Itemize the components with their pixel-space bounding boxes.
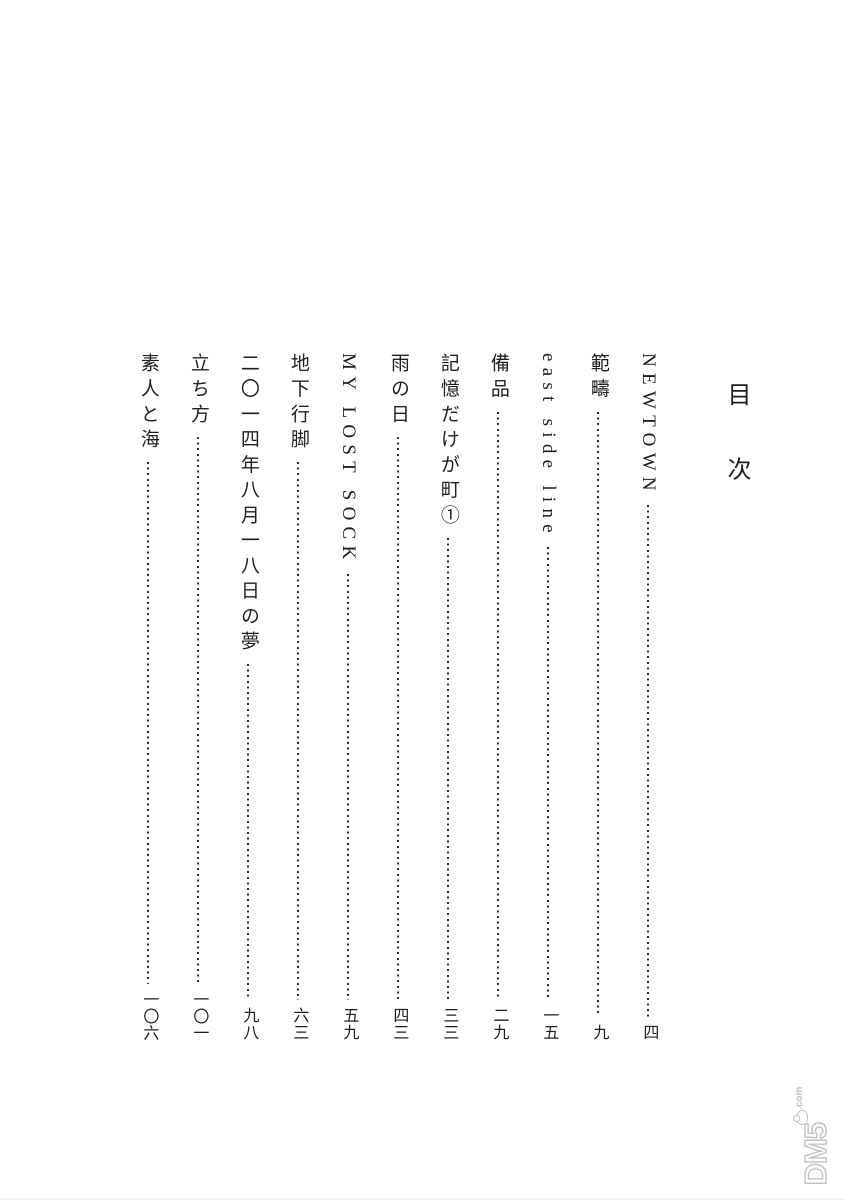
dot-leader bbox=[497, 411, 499, 1001]
dot-leader bbox=[247, 664, 249, 1001]
entry-title: 雨の日 bbox=[387, 353, 409, 429]
dot-leader bbox=[297, 462, 299, 1001]
entry-title: 立ち方 bbox=[187, 353, 209, 429]
toc-entry: 地下行脚 六三 bbox=[273, 353, 323, 1041]
entry-title: 備品 bbox=[487, 353, 509, 404]
dot-leader bbox=[347, 573, 349, 1001]
toc-entry: 素人と海 一〇六 bbox=[123, 353, 173, 1041]
entry-title: 二〇一四年八月一八日の夢 bbox=[237, 353, 259, 657]
entry-title: NEWTOWN bbox=[637, 353, 659, 497]
toc-entry: NEWTOWN 四 bbox=[623, 353, 673, 1041]
toc-entry: MY LOST SOCK 五九 bbox=[323, 353, 373, 1041]
dm5-domain-suffix: .com bbox=[794, 1086, 805, 1110]
dm5-watermark-rotated: DM5 .com bbox=[793, 1077, 837, 1195]
toc-entry: 備品 二九 bbox=[473, 353, 523, 1041]
dot-leader bbox=[197, 436, 199, 984]
entry-page-number: 一五 bbox=[540, 1007, 558, 1041]
entry-page-number: 九八 bbox=[240, 1007, 258, 1041]
entry-page-number: 四三 bbox=[390, 1007, 408, 1041]
entry-title: 記憶だけが町① bbox=[437, 353, 459, 530]
entry-page-number: 二九 bbox=[490, 1007, 508, 1041]
toc-entry: 雨の日 四三 bbox=[373, 353, 423, 1041]
toc-entry: 記憶だけが町① 三三 bbox=[423, 353, 473, 1041]
entry-page-number: 五九 bbox=[340, 1007, 358, 1041]
toc-entries: NEWTOWN 四 範疇 九 east side line 一五 備品 二九 記… bbox=[123, 353, 673, 1041]
entry-title: 範疇 bbox=[587, 353, 609, 404]
dot-leader bbox=[647, 504, 649, 1018]
entry-page-number: 一〇六 bbox=[140, 990, 158, 1041]
dot-leader bbox=[447, 537, 449, 1001]
entry-title: MY LOST SOCK bbox=[337, 353, 359, 566]
toc-entry: 立ち方 一〇一 bbox=[173, 353, 223, 1041]
entry-page-number: 九 bbox=[590, 1024, 608, 1041]
scan-edge-artifact bbox=[0, 1197, 844, 1200]
dm5-mascot-icon bbox=[796, 1109, 808, 1125]
entry-title: east side line bbox=[537, 353, 559, 539]
dm5-watermark: DM5 .com bbox=[793, 1077, 837, 1195]
entry-title: 地下行脚 bbox=[287, 353, 309, 455]
entry-page-number: 六三 bbox=[290, 1007, 308, 1041]
entry-page-number: 一〇一 bbox=[190, 990, 208, 1041]
toc-entry: east side line 一五 bbox=[523, 353, 573, 1041]
toc-entry: 範疇 九 bbox=[573, 353, 623, 1041]
dot-leader bbox=[147, 462, 149, 984]
entry-page-number: 三三 bbox=[440, 1007, 458, 1041]
page-title: 目次 bbox=[723, 382, 749, 531]
entry-title: 素人と海 bbox=[137, 353, 159, 455]
dm5-logo: DM5 bbox=[797, 1122, 833, 1186]
dot-leader bbox=[547, 546, 549, 1001]
toc-entry: 二〇一四年八月一八日の夢 九八 bbox=[223, 353, 273, 1041]
dot-leader bbox=[597, 411, 599, 1018]
dot-leader bbox=[397, 436, 399, 1001]
entry-page-number: 四 bbox=[640, 1024, 658, 1041]
